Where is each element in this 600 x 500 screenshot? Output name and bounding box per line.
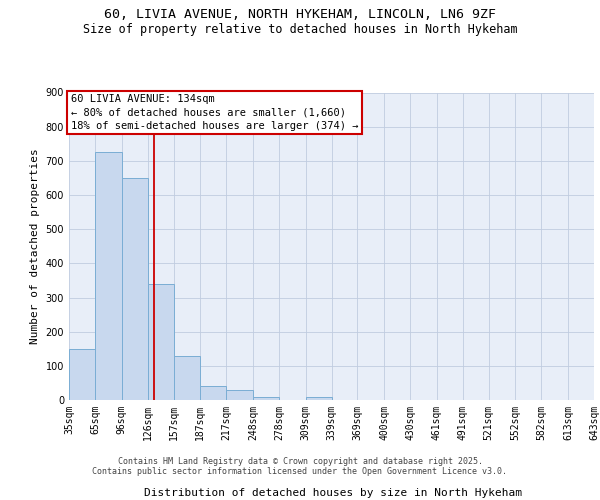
Text: Distribution of detached houses by size in North Hykeham: Distribution of detached houses by size … [144, 488, 522, 498]
Text: Size of property relative to detached houses in North Hykeham: Size of property relative to detached ho… [83, 22, 517, 36]
Bar [200, 386, 226, 400]
Text: Contains HM Land Registry data © Crown copyright and database right 2025.
Contai: Contains HM Land Registry data © Crown c… [92, 456, 508, 476]
Bar [175, 356, 200, 400]
Bar [122, 178, 148, 400]
Bar [305, 398, 331, 400]
Text: 60 LIVIA AVENUE: 134sqm
← 80% of detached houses are smaller (1,660)
18% of semi: 60 LIVIA AVENUE: 134sqm ← 80% of detache… [71, 94, 358, 130]
Bar [148, 284, 175, 400]
Y-axis label: Number of detached properties: Number of detached properties [30, 148, 40, 344]
Bar [253, 396, 279, 400]
Bar [69, 349, 95, 400]
Bar [226, 390, 253, 400]
Bar [95, 152, 122, 400]
Text: 60, LIVIA AVENUE, NORTH HYKEHAM, LINCOLN, LN6 9ZF: 60, LIVIA AVENUE, NORTH HYKEHAM, LINCOLN… [104, 8, 496, 20]
